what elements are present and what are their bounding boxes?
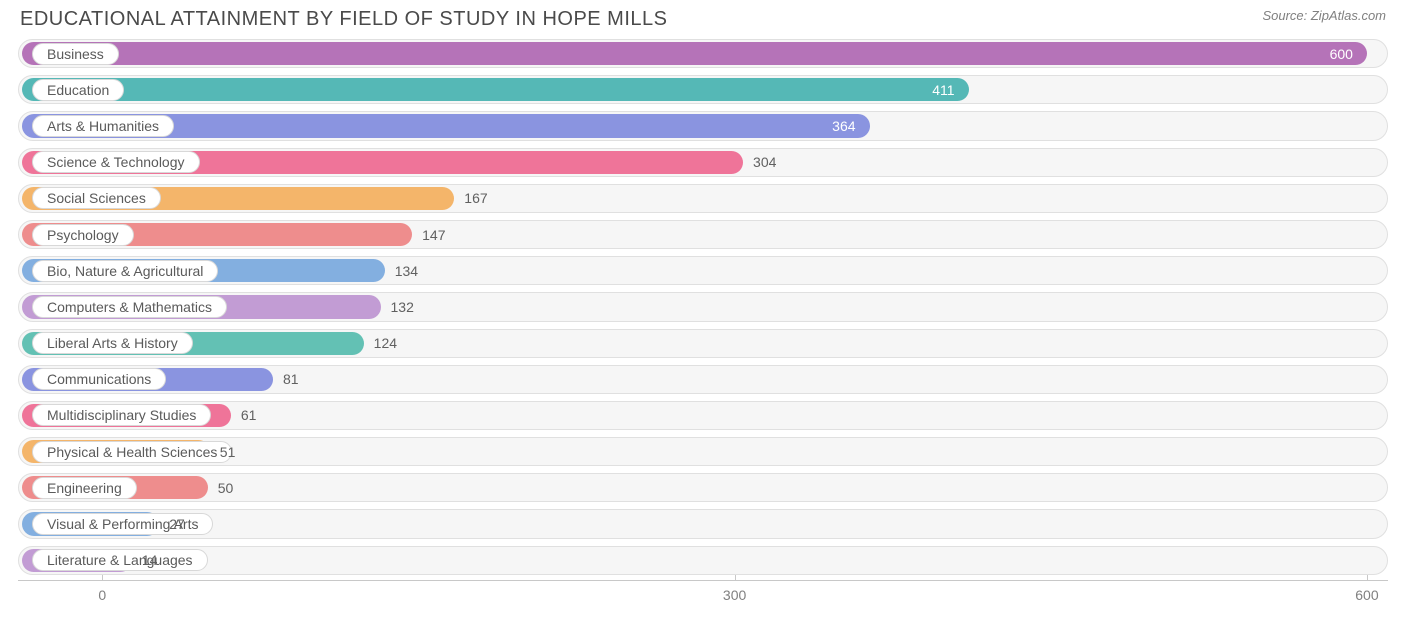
bar-row: Bio, Nature & Agricultural 134 [18,254,1388,287]
bar-row: Psychology 147 [18,218,1388,251]
bar-label: Business [32,43,119,65]
bar-row: Visual & Performing Arts27 [18,507,1388,540]
bar-label: Multidisciplinary Studies [32,404,211,426]
bar-label: Psychology [32,224,134,246]
bar-label: Communications [32,368,166,390]
bar-label: Computers & Mathematics [32,296,227,318]
x-axis: 0 300 600 [18,580,1388,610]
bar-row: Business 600 [18,37,1388,70]
bar-label: Education [32,79,124,101]
bar-value: 147 [422,227,445,243]
bar-value: 50 [218,480,234,496]
bar-label: Literature & Languages [32,549,208,571]
bar-row: Literature & Languages14 [18,544,1388,577]
bar-label: Bio, Nature & Agricultural [32,260,218,282]
bar-value: 364 [832,118,855,134]
bar-row: Liberal Arts & History 124 [18,327,1388,360]
bar-label: Science & Technology [32,151,200,173]
bar-value: 600 [1330,46,1353,62]
bar-label: Liberal Arts & History [32,332,193,354]
axis-tick [735,575,736,581]
bar-label: Arts & Humanities [32,115,174,137]
source-attribution: Source: ZipAtlas.com [1262,8,1386,23]
bar-track [18,546,1388,575]
bar-row: Computers & Mathematics 132 [18,290,1388,323]
bar-value: 14 [142,552,158,568]
bar-fill [22,42,1367,65]
bar-label: Physical & Health Sciences [32,441,232,463]
bar-value: 51 [220,444,236,460]
bar-value: 132 [391,299,414,315]
chart-title: EDUCATIONAL ATTAINMENT BY FIELD OF STUDY… [20,8,668,31]
bar-value: 27 [169,516,185,532]
bar-label: Social Sciences [32,187,161,209]
bar-track [18,509,1388,538]
bar-value: 81 [283,371,299,387]
axis-tick-label: 300 [723,587,746,603]
bar-value: 134 [395,263,418,279]
axis-tick [102,575,103,581]
axis-tick [1367,575,1368,581]
bar-row: Science & Technology 304 [18,146,1388,179]
bar-fill [22,78,969,101]
chart-plot-area: Business 600 Education 411 Arts & Humanities… [0,37,1406,577]
bar-row: Arts & Humanities 364 [18,109,1388,142]
bar-value: 61 [241,407,257,423]
bar-row: Physical & Health Sciences51 [18,435,1388,468]
bar-row: Engineering 50 [18,471,1388,504]
axis-tick-label: 600 [1355,587,1378,603]
bar-value: 411 [932,82,954,98]
bar-value: 304 [753,154,776,170]
bar-row: Education 411 [18,73,1388,106]
bar-row: Social Sciences 167 [18,182,1388,215]
bar-row: Multidisciplinary Studies 61 [18,399,1388,432]
bar-label: Engineering [32,477,137,499]
bar-value: 167 [464,190,487,206]
bar-row: Communications 81 [18,363,1388,396]
header: EDUCATIONAL ATTAINMENT BY FIELD OF STUDY… [0,0,1406,37]
bar-value: 124 [374,335,397,351]
bar-label: Visual & Performing Arts [32,513,213,535]
axis-tick-label: 0 [98,587,106,603]
